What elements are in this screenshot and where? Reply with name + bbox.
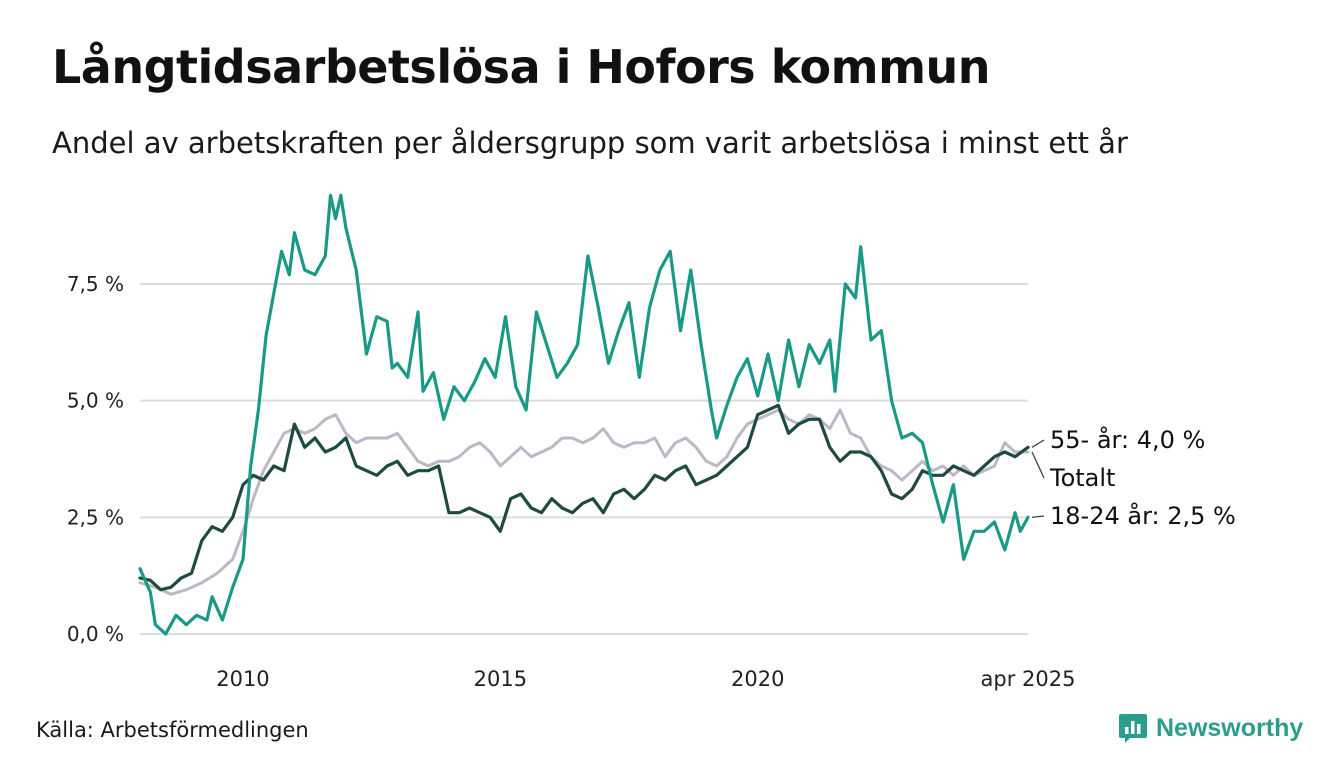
- end-labels: Totalt 55- år: 4,0 % 18-24 år: 2,5 %: [1031, 425, 1236, 530]
- series-line-older: [138, 403, 1030, 592]
- y-tick-label: 2,5 %: [67, 505, 124, 529]
- x-tick-label: 2010: [216, 667, 269, 691]
- chart-title: Långtidsarbetslösa i Hofors kommun: [52, 40, 991, 94]
- leader-line-older: [1031, 439, 1045, 448]
- x-axis-ticks: 2010 2015 2020 apr 2025: [216, 667, 1075, 691]
- y-tick-label: 5,0 %: [67, 389, 124, 413]
- x-tick-label: 2015: [474, 667, 527, 691]
- y-tick-label: 0,0 %: [67, 622, 124, 646]
- series-line-total: [138, 408, 1030, 596]
- source-note: Källa: Arbetsförmedlingen: [36, 718, 309, 742]
- end-label-older: 55- år: 4,0 %: [1050, 425, 1205, 454]
- leader-line-total: [1031, 451, 1045, 479]
- x-tick-label: apr 2025: [981, 667, 1076, 691]
- y-axis-ticks: 0,0 % 2,5 % 5,0 % 7,5 %: [67, 272, 124, 646]
- series-lines: [138, 193, 1030, 636]
- end-label-total: Totalt: [1049, 464, 1115, 492]
- y-tick-label: 7,5 %: [67, 272, 124, 296]
- gridlines: [140, 283, 1028, 635]
- leader-line-young: [1031, 515, 1045, 518]
- chart-subtitle: Andel av arbetskraften per åldersgrupp s…: [52, 126, 1128, 160]
- series-line-young: [138, 193, 1030, 636]
- newsworthy-chart-logo-icon: [1119, 714, 1147, 743]
- x-tick-label: 2020: [731, 667, 784, 691]
- brand-logo[interactable]: Newsworthy: [1118, 712, 1303, 744]
- brand-name: Newsworthy: [1156, 713, 1304, 742]
- end-label-young: 18-24 år: 2,5 %: [1050, 501, 1236, 530]
